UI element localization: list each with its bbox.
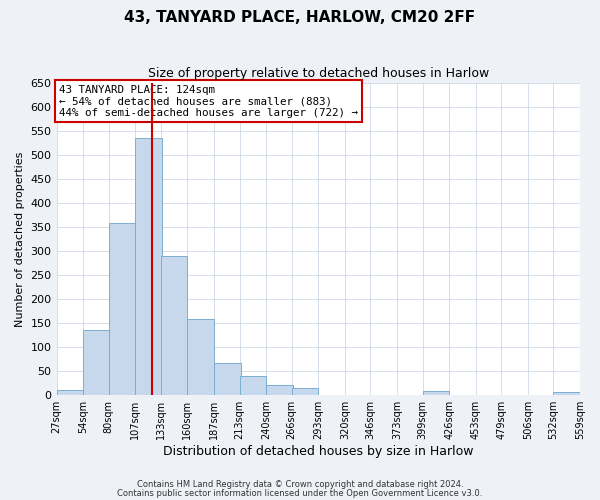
Text: Contains public sector information licensed under the Open Government Licence v3: Contains public sector information licen… (118, 488, 482, 498)
Bar (83, 330, 110, 394)
Text: 43 TANYARD PLACE: 124sqm
← 54% of detached houses are smaller (883)
44% of semi-: 43 TANYARD PLACE: 124sqm ← 54% of detach… (59, 84, 358, 118)
Bar (135, 138, 162, 394)
Y-axis label: Number of detached properties: Number of detached properties (15, 151, 25, 326)
Bar (266, 385, 293, 394)
Bar (214, 362, 241, 394)
Bar (422, 391, 449, 394)
Bar (292, 388, 318, 394)
Bar (56, 390, 83, 394)
X-axis label: Distribution of detached houses by size in Harlow: Distribution of detached houses by size … (163, 444, 473, 458)
Bar (239, 376, 266, 394)
Bar (109, 223, 135, 394)
Bar (553, 392, 580, 394)
Title: Size of property relative to detached houses in Harlow: Size of property relative to detached ho… (148, 68, 489, 80)
Bar (187, 320, 214, 394)
Text: 43, TANYARD PLACE, HARLOW, CM20 2FF: 43, TANYARD PLACE, HARLOW, CM20 2FF (124, 10, 476, 25)
Bar (161, 256, 187, 394)
Text: Contains HM Land Registry data © Crown copyright and database right 2024.: Contains HM Land Registry data © Crown c… (137, 480, 463, 489)
